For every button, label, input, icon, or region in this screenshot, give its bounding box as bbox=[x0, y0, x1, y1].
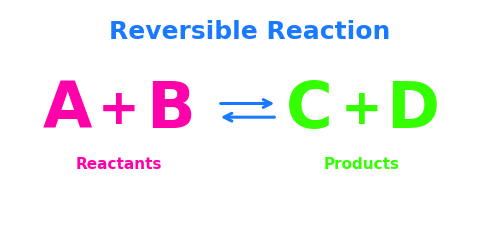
Text: +: + bbox=[98, 86, 140, 134]
Text: A: A bbox=[42, 79, 92, 141]
Text: Products: Products bbox=[324, 156, 400, 172]
Text: Reactants: Reactants bbox=[76, 156, 162, 172]
Text: +: + bbox=[340, 86, 382, 134]
Text: D: D bbox=[386, 79, 440, 141]
Text: C: C bbox=[286, 79, 333, 141]
Text: Reversible Reaction: Reversible Reaction bbox=[110, 20, 390, 44]
Text: B: B bbox=[146, 79, 196, 141]
